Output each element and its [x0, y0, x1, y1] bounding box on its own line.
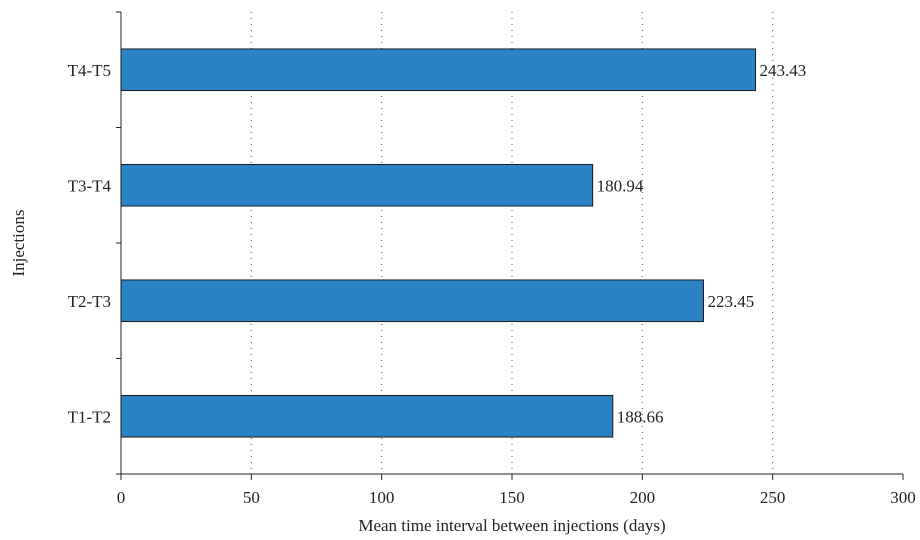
x-axis-ticks: 0 50 100 150 200 250 300 — [117, 474, 916, 507]
category-label: T2-T3 — [68, 292, 111, 311]
bar-t2-t3 — [120, 279, 704, 323]
bars — [120, 48, 757, 438]
y-axis-ticks: T1-T2 T2-T3 T3-T4 T4-T5 — [68, 11, 121, 475]
data-labels: 188.66 223.45 180.94 243.43 — [597, 61, 807, 427]
category-label: T4-T5 — [68, 61, 111, 80]
x-tick-label: 100 — [369, 488, 395, 507]
x-tick-label: 300 — [890, 488, 916, 507]
data-label: 188.66 — [617, 407, 664, 426]
x-tick-label: 50 — [243, 488, 260, 507]
bar-t1-t2 — [120, 394, 614, 438]
x-axis-title: Mean time interval between injections (d… — [358, 516, 665, 535]
data-label: 180.94 — [597, 176, 644, 195]
x-tick-label: 250 — [760, 488, 786, 507]
bar-t3-t4 — [120, 163, 594, 207]
x-tick-label: 200 — [630, 488, 656, 507]
x-tick-label: 150 — [499, 488, 525, 507]
category-label: T3-T4 — [68, 176, 112, 195]
y-axis-title: Injections — [9, 209, 28, 276]
data-label: 223.45 — [707, 292, 754, 311]
x-tick-label: 0 — [117, 488, 126, 507]
bar-t4-t5 — [120, 48, 757, 92]
data-label: 243.43 — [760, 61, 807, 80]
category-label: T1-T2 — [68, 407, 111, 426]
